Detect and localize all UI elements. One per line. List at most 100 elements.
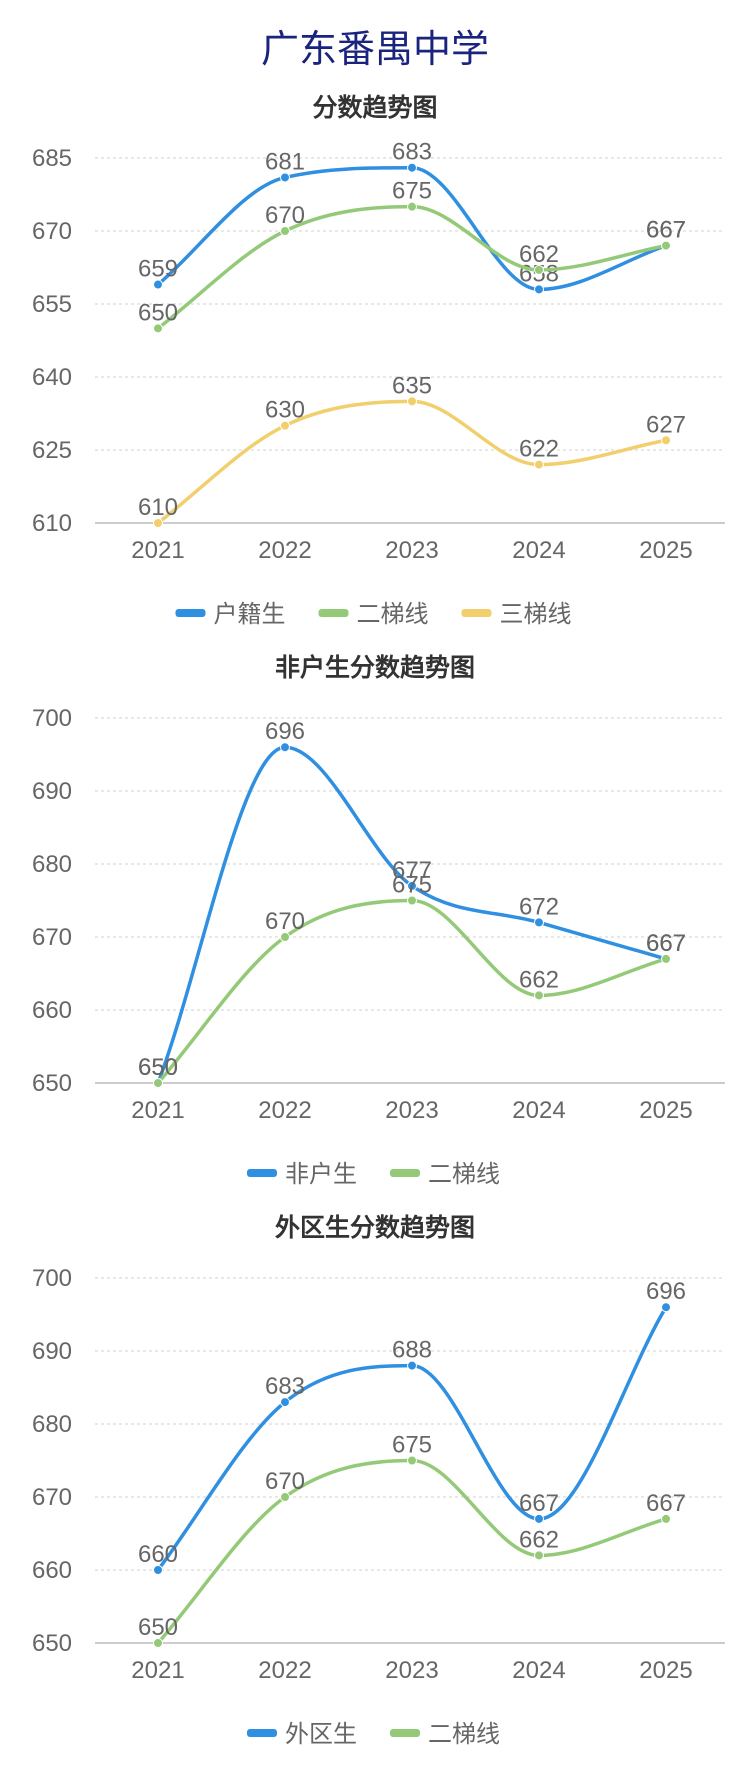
data-point — [534, 459, 544, 470]
legend: 外区生 二梯线 — [247, 1720, 500, 1748]
data-label: 650 — [138, 1054, 178, 1081]
y-tick-label: 670 — [32, 1484, 72, 1511]
chart-title: 分数趋势图 — [312, 93, 438, 122]
data-label: 696 — [265, 718, 305, 745]
y-tick-label: 660 — [32, 1557, 72, 1584]
data-point — [153, 518, 163, 528]
data-point — [153, 1565, 163, 1575]
data-point — [534, 284, 544, 295]
data-label: 677 — [392, 857, 432, 884]
y-tick-label: 655 — [32, 291, 72, 318]
y-tick-label: 700 — [32, 1265, 72, 1292]
series-line — [156, 399, 667, 525]
x-tick-label: 2023 — [385, 537, 438, 564]
legend-label: 非户生 — [285, 1160, 357, 1188]
data-label: 675 — [392, 872, 432, 899]
legend-swatch — [247, 1729, 277, 1737]
y-tick-label: 650 — [32, 1070, 72, 1097]
y-tick-label: 680 — [32, 1411, 72, 1438]
data-label: 667 — [519, 1490, 559, 1517]
legend-swatch — [318, 609, 349, 617]
data-point — [280, 172, 290, 183]
legend-swatch — [461, 609, 492, 617]
data-point — [407, 201, 417, 212]
data-label: 683 — [265, 1373, 305, 1400]
data-label: 667 — [646, 217, 686, 244]
data-point — [153, 1638, 163, 1648]
x-tick-label: 2025 — [639, 1657, 692, 1684]
x-tick-label: 2024 — [512, 537, 565, 564]
x-tick-label: 2021 — [131, 1097, 184, 1124]
data-label: 667 — [646, 217, 686, 244]
legend-label: 户籍生 — [214, 600, 286, 628]
legend-swatch — [390, 1729, 420, 1737]
data-point — [407, 396, 417, 407]
legend-swatch — [390, 1169, 420, 1177]
data-label: 635 — [392, 372, 432, 399]
x-tick-label: 2023 — [385, 1657, 438, 1684]
data-label: 659 — [138, 256, 178, 283]
series-line — [156, 1306, 668, 1572]
data-label: 610 — [138, 494, 178, 521]
data-point — [661, 953, 671, 964]
data-label: 662 — [519, 966, 559, 993]
y-tick-label: 650 — [32, 1630, 72, 1657]
y-tick-label: 625 — [32, 437, 72, 464]
y-tick-label: 690 — [32, 778, 72, 805]
data-label: 667 — [646, 930, 686, 957]
data-point — [661, 435, 671, 446]
data-point — [407, 895, 417, 906]
data-label: 688 — [392, 1337, 432, 1364]
data-point — [534, 917, 544, 928]
data-label: 650 — [138, 299, 178, 326]
data-point — [407, 162, 417, 173]
data-point — [280, 932, 290, 942]
x-tick-label: 2024 — [512, 1097, 565, 1124]
legend-label: 二梯线 — [428, 1720, 500, 1748]
y-tick-label: 680 — [32, 851, 72, 878]
x-tick-label: 2022 — [258, 1657, 311, 1684]
data-label: 675 — [392, 178, 432, 205]
data-point — [280, 1397, 290, 1408]
legend-label: 二梯线 — [357, 600, 429, 628]
x-tick-label: 2022 — [258, 1097, 311, 1124]
x-tick-label: 2021 — [131, 537, 184, 564]
y-tick-label: 690 — [32, 1338, 72, 1365]
data-point — [534, 264, 544, 275]
y-tick-label: 685 — [32, 145, 72, 172]
legend-swatch — [175, 609, 206, 617]
data-label: 670 — [265, 1468, 305, 1495]
legend-swatch — [247, 1169, 277, 1177]
y-tick-label: 610 — [32, 510, 72, 537]
x-tick-label: 2024 — [512, 1657, 565, 1684]
y-tick-label: 700 — [32, 705, 72, 732]
data-point — [153, 279, 163, 290]
data-label: 630 — [265, 397, 305, 424]
chart-title: 外区生分数趋势图 — [274, 1213, 475, 1242]
data-label: 667 — [646, 930, 686, 957]
data-point — [280, 742, 290, 753]
data-label: 627 — [646, 411, 686, 438]
y-tick-label: 670 — [32, 924, 72, 951]
data-point — [534, 990, 544, 1001]
data-point — [153, 323, 163, 334]
data-label: 662 — [519, 1526, 559, 1553]
series-line — [156, 204, 667, 330]
data-point — [407, 1360, 417, 1371]
legend-label: 二梯线 — [428, 1160, 500, 1188]
data-label: 622 — [519, 436, 559, 463]
legend-label: 外区生 — [285, 1720, 357, 1748]
data-label: 670 — [265, 908, 305, 935]
legend-label: 三梯线 — [500, 600, 572, 628]
data-point — [280, 420, 290, 431]
data-point — [407, 880, 417, 891]
data-point — [407, 1455, 417, 1466]
data-label: 660 — [138, 1541, 178, 1568]
line-chart-3: 650 660 670 680 690 700 2021 2022 2023 2024 2025 66… — [32, 1265, 725, 1748]
data-label: 667 — [646, 1490, 686, 1517]
data-point — [534, 1513, 544, 1524]
x-tick-label: 2023 — [385, 1097, 438, 1124]
data-label: 683 — [392, 139, 432, 166]
data-point — [661, 240, 671, 251]
data-label: 672 — [519, 893, 559, 920]
